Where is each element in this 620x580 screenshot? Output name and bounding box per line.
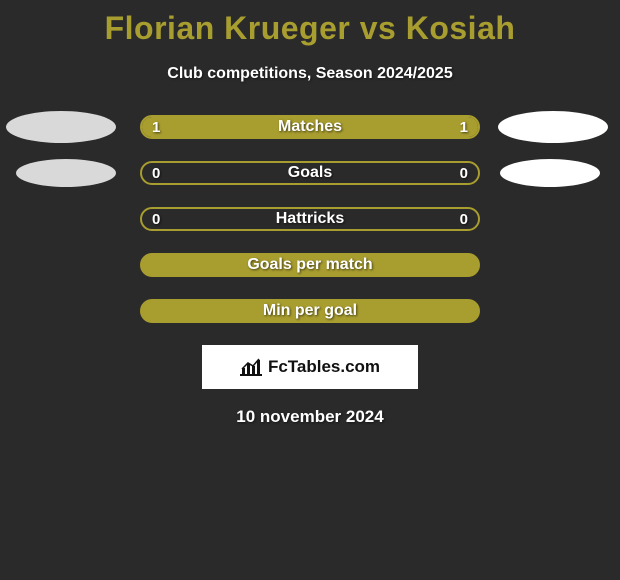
stat-label: Goals — [288, 164, 332, 182]
stat-label: Goals per match — [247, 256, 372, 274]
stat-row: 0 Hattricks 0 — [0, 207, 620, 231]
stat-value-right: 0 — [460, 211, 468, 228]
player-oval-right — [498, 111, 608, 143]
stat-bar: 1 Matches 1 — [140, 115, 480, 139]
logo-text: FcTables.com — [268, 357, 380, 377]
stat-row: Goals per match — [0, 253, 620, 277]
stat-label: Min per goal — [263, 302, 357, 320]
stat-bar: 0 Goals 0 — [140, 161, 480, 185]
date-label: 10 november 2024 — [0, 407, 620, 427]
stat-row: Min per goal — [0, 299, 620, 323]
logo-box: FcTables.com — [202, 345, 418, 389]
stat-label: Matches — [278, 118, 342, 136]
stat-value-left: 1 — [152, 119, 160, 136]
player-oval-right — [500, 159, 600, 187]
stat-row: 0 Goals 0 — [0, 161, 620, 185]
stat-value-left: 0 — [152, 211, 160, 228]
stat-bar: 0 Hattricks 0 — [140, 207, 480, 231]
stat-label: Hattricks — [276, 210, 344, 228]
stat-bar: Min per goal — [140, 299, 480, 323]
stat-value-right: 1 — [460, 119, 468, 136]
stat-row: 1 Matches 1 — [0, 115, 620, 139]
player-oval-left — [6, 111, 116, 143]
player-oval-left — [16, 159, 116, 187]
stat-bar: Goals per match — [140, 253, 480, 277]
page-title: Florian Krueger vs Kosiah — [0, 0, 620, 47]
stat-rows: 1 Matches 1 0 Goals 0 0 Hattricks 0 Goal… — [0, 115, 620, 323]
stat-value-left: 0 — [152, 165, 160, 182]
subtitle: Club competitions, Season 2024/2025 — [0, 65, 620, 83]
bar-chart-icon — [240, 358, 262, 376]
stat-value-right: 0 — [460, 165, 468, 182]
